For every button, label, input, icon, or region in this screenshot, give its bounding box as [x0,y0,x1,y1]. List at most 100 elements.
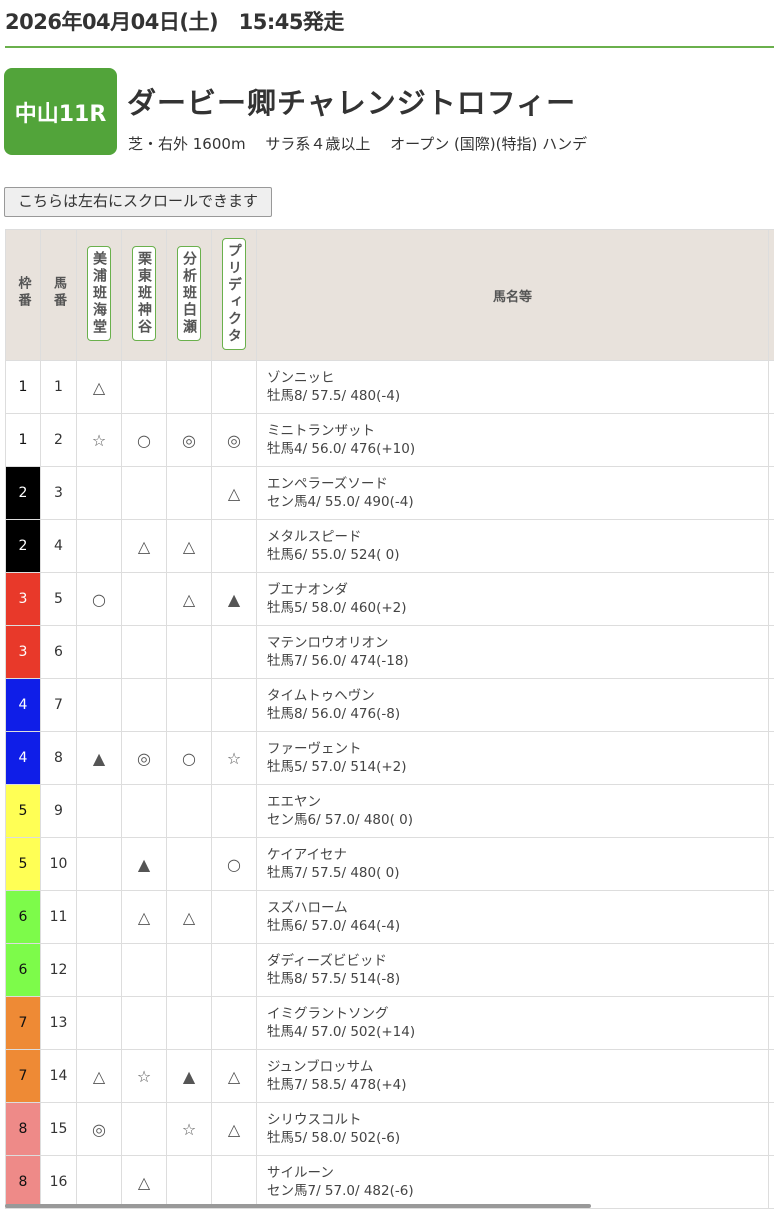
predictor-4-link[interactable]: プリディクタ [222,238,246,350]
prediction-mark: △ [76,360,122,414]
table-row: 4 7 タイムトゥヘヴン 牡馬8/ 56.0/ 476(-8) [5,678,774,732]
prediction-mark [76,519,122,573]
horse-details: セン馬6/ 57.0/ 480( 0) [267,812,414,828]
prediction-mark [76,678,122,732]
header-predictor-4: プリディクタ [211,229,257,361]
horse-details: 牡馬8/ 57.5/ 514(-8) [267,971,401,987]
prediction-mark: ▲ [121,837,167,891]
horse-number: 13 [40,996,77,1050]
prediction-mark [211,784,257,838]
horse-name[interactable]: エエヤン [267,794,321,810]
waku-cell: 4 [5,731,41,785]
prediction-mark [211,996,257,1050]
table-row: 1 2 ☆ ○ ◎ ◎ ミニトランザット 牡馬4/ 56.0/ 476(+10) [5,413,774,467]
horse-info: ゾンニッヒ牡馬8/ 57.5/ 480(-4) [256,360,769,414]
prediction-mark [166,678,212,732]
horse-name[interactable]: メタルスピード [267,529,362,545]
horse-number: 10 [40,837,77,891]
horse-info: スズハローム 牡馬6/ 57.0/ 464(-4) [256,890,769,944]
prediction-mark [211,360,257,414]
horse-number: 6 [40,625,77,679]
horse-name[interactable]: イミグラントソング [267,1006,389,1022]
extra-cell [768,519,774,573]
extra-cell [768,678,774,732]
table-row: 2 3 △ エンペラーズソード セン馬4/ 55.0/ 490(-4) [5,466,774,520]
horse-info: ファーヴェント 牡馬5/ 57.0/ 514(+2) [256,731,769,785]
horse-info: ダディーズビビッド 牡馬8/ 57.5/ 514(-8) [256,943,769,997]
prediction-mark: ☆ [121,1049,167,1103]
table-row: 2 4 △ △ メタルスピード 牡馬6/ 55.0/ 524( 0) [5,519,774,573]
horse-info: エエヤンセン馬6/ 57.0/ 480( 0) [256,784,769,838]
predictor-2-link[interactable]: 栗東班神谷 [132,245,156,341]
table-header-row: 枠番 馬番 美浦班海堂 栗東班神谷 分析班白瀬 プリディクタ 馬名等 [5,229,774,361]
table-row: 3 6 マテンロウオリオン牡馬7/ 56.0/ 474(-18) [5,625,774,679]
prediction-mark: △ [166,572,212,626]
horse-name[interactable]: スズハローム [267,900,348,916]
horse-name[interactable]: ダディーズビビッド [267,953,387,969]
horse-name[interactable]: ブエナオンダ [267,582,348,598]
prediction-mark [121,784,167,838]
prediction-mark [76,625,122,679]
horse-number: 12 [40,943,77,997]
horse-details: 牡馬7/ 56.0/ 474(-18) [267,653,409,669]
horse-number: 16 [40,1155,77,1209]
prediction-mark: △ [211,466,257,520]
horse-details: 牡馬4/ 56.0/ 476(+10) [267,441,416,457]
prediction-mark: ◎ [166,413,212,467]
waku-cell: 6 [5,890,41,944]
horse-info: マテンロウオリオン牡馬7/ 56.0/ 474(-18) [256,625,769,679]
extra-cell [768,466,774,520]
waku-cell: 7 [5,996,41,1050]
header-predictor-2: 栗東班神谷 [121,229,167,361]
horizontal-scrollbar[interactable] [5,1204,591,1208]
prediction-mark: ☆ [211,731,257,785]
horse-name[interactable]: サイルーン [267,1165,334,1181]
waku-cell: 5 [5,837,41,891]
table-row: 4 8 ▲ ◎ ○ ☆ ファーヴェント 牡馬5/ 57.0/ 514(+2) [5,731,774,785]
header-predictor-3: 分析班白瀬 [166,229,212,361]
race-badge: 中山11R [4,68,117,155]
prediction-mark [211,1155,257,1209]
prediction-mark: △ [166,890,212,944]
waku-cell: 2 [5,466,41,520]
horse-name[interactable]: タイムトゥヘヴン [267,688,375,704]
horse-name[interactable]: ゾンニッヒ [267,370,335,386]
prediction-mark [211,625,257,679]
table-row: 8 15 ◎ ☆ △ シリウスコルト 牡馬5/ 58.0/ 502(-6) [5,1102,774,1156]
prediction-mark [211,678,257,732]
horse-name[interactable]: エンペラーズソード [267,476,388,492]
horse-number: 15 [40,1102,77,1156]
horse-name[interactable]: ジュンブロッサム [267,1059,374,1075]
prediction-mark [166,466,212,520]
prediction-mark [121,360,167,414]
header-umaban-label: 馬番 [51,276,66,310]
horse-info: シリウスコルト 牡馬5/ 58.0/ 502(-6) [256,1102,769,1156]
prediction-mark: △ [76,1049,122,1103]
horse-details: セン馬7/ 57.0/ 482(-6) [267,1183,414,1199]
waku-cell: 3 [5,625,41,679]
prediction-mark [76,996,122,1050]
horse-name[interactable]: ファーヴェント [267,741,362,757]
prediction-mark [121,466,167,520]
horse-info: ケイアイセナ 牡馬7/ 57.5/ 480( 0) [256,837,769,891]
predictor-3-link[interactable]: 分析班白瀬 [177,245,201,341]
horse-info: タイムトゥヘヴン 牡馬8/ 56.0/ 476(-8) [256,678,769,732]
header-extra [768,229,774,361]
horse-name[interactable]: ケイアイセナ [267,847,348,863]
waku-cell: 3 [5,572,41,626]
scroll-hint-button[interactable]: こちらは左右にスクロールできます [4,187,272,217]
prediction-mark: ☆ [76,413,122,467]
table-row: 7 14 △ ☆ ▲ △ ジュンブロッサム 牡馬7/ 58.5/ 478(+4) [5,1049,774,1103]
horse-number: 4 [40,519,77,573]
extra-cell [768,996,774,1050]
prediction-mark [121,678,167,732]
horse-name[interactable]: シリウスコルト [267,1112,362,1128]
extra-cell [768,784,774,838]
horse-details: 牡馬8/ 57.5/ 480(-4) [267,388,401,404]
horse-name[interactable]: ミニトランザット [267,423,375,439]
prediction-mark [121,1102,167,1156]
extra-cell [768,413,774,467]
prediction-mark [211,519,257,573]
horse-name[interactable]: マテンロウオリオン [267,635,389,651]
predictor-1-link[interactable]: 美浦班海堂 [87,245,111,341]
